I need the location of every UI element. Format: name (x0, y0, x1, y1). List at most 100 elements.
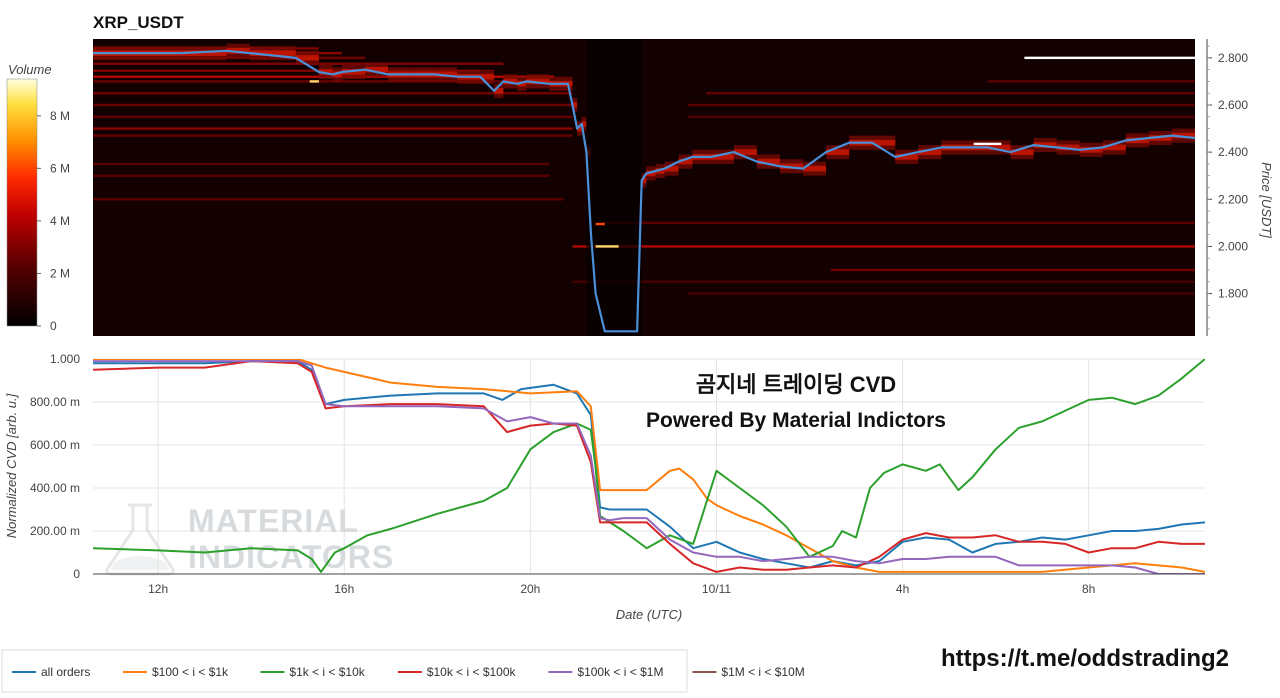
cvd-x-tick-label: 16h (334, 582, 354, 596)
order-book-level (687, 103, 1195, 107)
liquidity-band-core (494, 88, 504, 94)
cvd-y-tick-label: 800.00 m (30, 395, 80, 409)
liquidity-band-core (503, 78, 518, 85)
liquidity-band-core (341, 69, 366, 75)
liquidity-band-core (872, 139, 896, 146)
colorbar (6, 78, 38, 327)
liquidity-band-core (678, 158, 693, 165)
liquidity-band-core (641, 177, 647, 184)
order-book-level (687, 115, 1195, 118)
colorbar-tick-label: 6 M (50, 161, 70, 175)
price-series (93, 49, 1195, 333)
liquidity-band-core (318, 69, 333, 75)
order-book-level (93, 69, 481, 73)
order-book-wall (309, 80, 319, 83)
heatmap-title: XRP_USDT (93, 13, 184, 32)
liquidity-band-core (1125, 137, 1149, 144)
liquidity-band-core (517, 80, 527, 87)
order-book-level (987, 80, 1195, 83)
cvd-line (93, 359, 1205, 573)
order-book-wall (595, 245, 619, 248)
order-book-level (572, 280, 1195, 283)
cvd-y-axis-title: Normalized CVD [arb. u.] (4, 393, 19, 538)
cvd-x-axis-title: Date (UTC) (616, 607, 682, 622)
cvd-y-tick-label: 1.000 (50, 352, 80, 366)
cvd-y-ticks: 0 200.00 m 400.00 m 600.00 m 800.00 m 1.000 (30, 352, 80, 581)
liquidity-band-core (756, 158, 781, 165)
cvd-line (93, 359, 1205, 573)
liquidity-band-core (572, 102, 578, 108)
price-axis-title: Price [USDT] (1259, 162, 1274, 238)
legend-label: $1k < i < $10k (289, 665, 365, 679)
liquidity-band-core (1102, 144, 1126, 151)
legend-box (1, 649, 688, 693)
liquidity-band-core (1148, 135, 1172, 141)
legend-label: $100 < i < $1k (152, 665, 229, 679)
cvd-x-tick-label: 4h (896, 582, 909, 596)
price-line (93, 49, 1195, 333)
liquidity-band-core (710, 154, 734, 160)
cvd-line (93, 360, 1205, 574)
overlay-title: 곰지네 트레이딩 CVD (696, 372, 896, 397)
liquidity-band-core (295, 55, 319, 61)
liquidity-band-core (826, 149, 850, 155)
legend-label: $10k < i < $100k (427, 665, 517, 679)
legend: all orders $100 < i < $1k $1k < i < $10k $1… (12, 665, 805, 679)
price-tick-label: 2.800 (1218, 51, 1248, 65)
order-book-levels (93, 39, 1195, 336)
price-tick-label: 2.200 (1218, 192, 1248, 206)
liquidity-band-core (332, 71, 342, 78)
order-book-level (93, 103, 573, 107)
liquidity-band-core (577, 125, 582, 132)
watermark-flask-icon (105, 503, 175, 576)
colorbar-tick-label: 2 M (50, 266, 70, 280)
liquidity-band-core (803, 165, 827, 172)
watermark-line-1: MATERIAL (188, 503, 359, 539)
price-tick-label: 2.400 (1218, 145, 1248, 159)
liquidity-band-core (655, 168, 665, 174)
liquidity-band-core (249, 50, 296, 56)
footer-url[interactable]: https://t.me/oddstrading2 (941, 645, 1229, 672)
colorbar-tick-label: 0 (50, 319, 57, 333)
liquidity-band-core (581, 121, 587, 127)
order-book-level (93, 115, 573, 118)
cvd-y-tick-label: 600.00 m (30, 438, 80, 452)
liquidity-band-core (918, 149, 942, 155)
legend-label: $100k < i < $1M (577, 665, 663, 679)
liquidity-band-core (434, 71, 458, 78)
order-book-level (93, 92, 573, 95)
cvd-y-tick-label: 200.00 m (30, 524, 80, 538)
watermark-line-2: INDICATORS (188, 539, 394, 575)
order-book-level (706, 92, 1195, 95)
liquidity-band-core (1033, 142, 1057, 148)
liquidity-band-core (733, 149, 757, 155)
liquidity-band-core (567, 80, 573, 87)
cvd-y-tick-label: 400.00 m (30, 481, 80, 495)
order-book-level (572, 245, 1195, 248)
liquidity-band-core (1079, 146, 1103, 153)
order-book-level (830, 268, 1195, 272)
overlay-subtitle: Powered By Material Indictors (646, 409, 946, 432)
cvd-x-tick-label: 12h (148, 582, 168, 596)
legend-label: $1M < i < $10M (721, 665, 804, 679)
order-book-level (93, 198, 564, 201)
price-tick-label: 1.800 (1218, 287, 1248, 301)
cvd-x-ticks: 12h 16h 20h 10/11 4h 8h (148, 582, 1095, 596)
order-book-wall (973, 142, 1002, 146)
order-book-wall (1024, 56, 1195, 60)
liquidity-band-core (1056, 144, 1080, 151)
liquidity-band-core (1171, 132, 1195, 139)
liquidity-band-core (526, 78, 550, 85)
price-tick-label: 2.000 (1218, 239, 1248, 253)
order-book-walls (309, 56, 1195, 248)
liquidity-band-core (664, 165, 679, 172)
legend-label: all orders (41, 665, 90, 679)
liquidity-band-core (180, 50, 227, 56)
order-book-level (93, 134, 573, 137)
price-tick-label: 2.600 (1218, 98, 1248, 112)
cvd-x-tick-label: 8h (1082, 582, 1095, 596)
order-book-level (93, 80, 550, 83)
cvd-line (93, 360, 1205, 569)
